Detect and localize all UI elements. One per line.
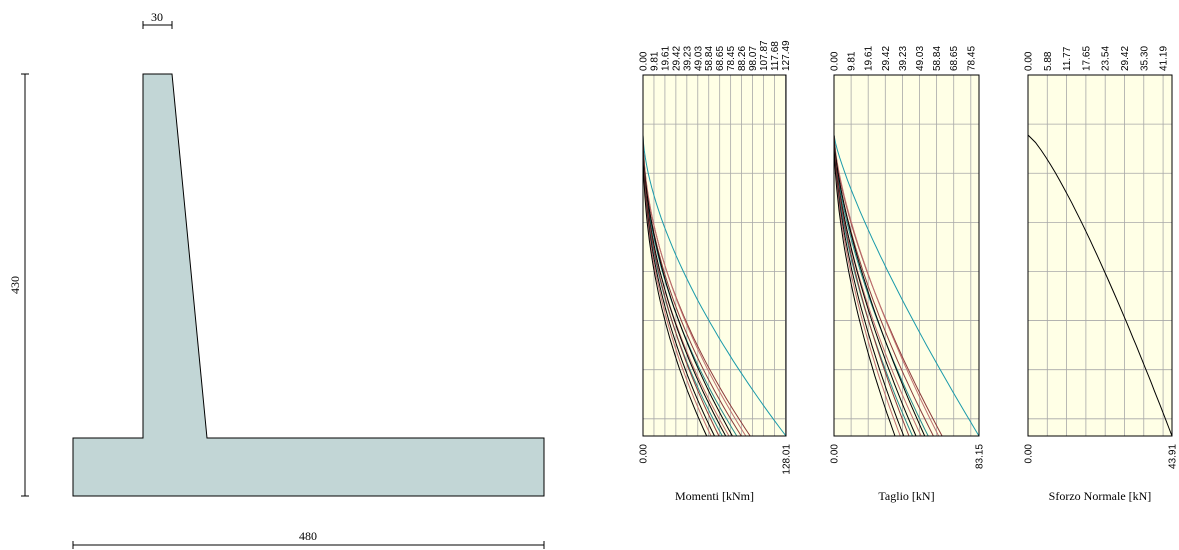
dimension-base-width: 480	[72, 529, 545, 549]
momenti-series-line	[642, 135, 708, 437]
taglio-top-tick-label: 9.81	[847, 51, 858, 71]
taglio-series-line	[833, 134, 980, 437]
momenti-series-line	[642, 134, 747, 437]
momenti-top-tick-label: 98.07	[748, 46, 759, 71]
momenti-top-tick-label: 19.61	[660, 46, 671, 71]
momenti-top-tick-label: 117.68	[770, 41, 781, 71]
momenti-top-tick-label: 78.45	[726, 46, 737, 71]
taglio-top-tick-label: 0.00	[830, 51, 841, 71]
momenti-title: Momenti [kNm]	[675, 489, 754, 503]
sforzo-normale-top-tick-label: 5.88	[1043, 51, 1054, 71]
chart-momenti: 0.00 9.81 19.61 29.42 39.23 49.03 58.84 68.65 78…	[639, 40, 793, 503]
sforzo-normale-top-tick-label: 11.77	[1062, 46, 1073, 71]
momenti-top-tick-label: 107.87	[759, 40, 770, 71]
taglio-top-tick-label: 68.65	[949, 46, 960, 71]
taglio-series-line	[833, 134, 926, 437]
taglio-series-line	[833, 134, 940, 437]
sforzo-normale-top-tick-label: 29.42	[1120, 46, 1131, 71]
taglio-title: Taglio [kN]	[878, 489, 934, 503]
sforzo-normale-top-tick-label: 41.19	[1159, 46, 1170, 71]
momenti-top-tick-label: 39.23	[682, 46, 693, 71]
dimension-top-width-label: 30	[151, 10, 163, 24]
dimension-base-width-label: 480	[299, 529, 317, 543]
chart-sforzo-normale: 0.00 5.88 11.77 17.65 23.54 29.42 35.30 41.19 0.…	[1024, 46, 1179, 503]
taglio-frame	[833, 74, 980, 437]
taglio-series-line	[833, 134, 896, 437]
wall-shape	[72, 73, 545, 497]
momenti-top-tick-label: 49.03	[693, 46, 704, 71]
taglio-series-line	[833, 134, 929, 437]
sforzo-normale-top-tick-label: 17.65	[1081, 46, 1092, 71]
sforzo-normale-series-line	[1027, 134, 1173, 437]
taglio-top-tick-label: 39.23	[898, 46, 909, 71]
momenti-top-tick-label: 0.00	[639, 51, 650, 71]
momenti-frame	[642, 74, 787, 437]
sforzo-normale-frame	[1027, 74, 1173, 437]
taglio-top-tick-label: 49.03	[915, 46, 926, 71]
momenti-top-tick-label: 88.26	[737, 46, 748, 71]
momenti-top-tick-label: 68.65	[715, 46, 726, 71]
taglio-bottom-max-label: 83.15	[975, 444, 986, 469]
momenti-series-line	[642, 134, 787, 437]
taglio-top-tick-label: 78.45	[966, 46, 977, 71]
momenti-series-line	[642, 134, 733, 437]
taglio-top-tick-label: 19.61	[864, 46, 875, 71]
sforzo-normale-bottom-min-label: 0.00	[1024, 444, 1035, 464]
taglio-top-tick-label: 29.42	[881, 46, 892, 71]
taglio-bottom-min-label: 0.00	[830, 444, 841, 464]
momenti-top-tick-label: 58.84	[704, 46, 715, 71]
momenti-bottom-max-label: 128.01	[782, 444, 793, 475]
wall-section: 30 430 480	[8, 10, 545, 549]
taglio-series-line	[833, 134, 910, 437]
sforzo-normale-bottom-max-label: 43.91	[1168, 444, 1179, 469]
dimension-top-width: 30	[142, 10, 173, 29]
sforzo-normale-top-tick-label: 35.30	[1139, 46, 1150, 71]
sforzo-normale-top-tick-label: 0.00	[1024, 51, 1035, 71]
sforzo-normale-top-tick-label: 23.54	[1101, 46, 1112, 71]
taglio-top-tick-label: 58.84	[932, 46, 943, 71]
momenti-plot-area	[643, 75, 786, 436]
momenti-top-tick-label: 9.81	[649, 51, 660, 71]
momenti-top-tick-label: 29.42	[671, 46, 682, 71]
sforzo-normale-title: Sforzo Normale [kN]	[1049, 489, 1152, 503]
dimension-height: 430	[8, 73, 29, 497]
chart-taglio: 0.00 9.81 19.61 29.42 39.23 49.03 58.84 68.65 78…	[830, 46, 986, 503]
momenti-top-tick-label: 127.49	[781, 40, 792, 71]
momenti-bottom-min-label: 0.00	[639, 444, 650, 464]
dimension-height-label: 430	[8, 276, 22, 294]
